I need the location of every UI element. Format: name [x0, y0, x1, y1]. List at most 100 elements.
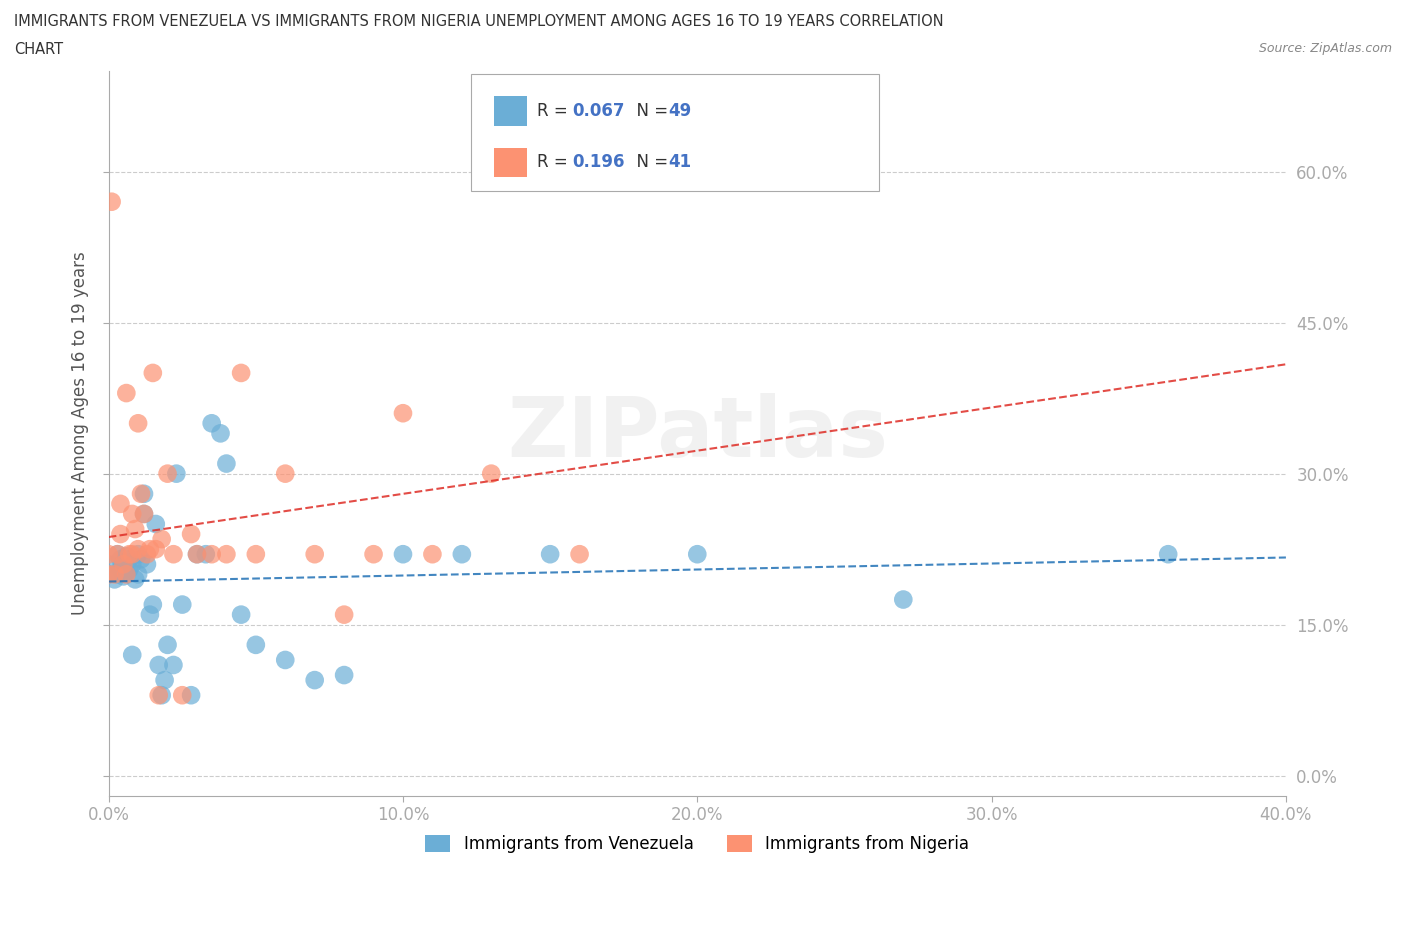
Point [100, 194, 122, 209]
Point [115, 567, 138, 582]
Point [112, 557, 135, 572]
Text: 41: 41 [668, 153, 690, 171]
Point [115, 386, 138, 401]
Point [304, 672, 326, 687]
Point [136, 547, 159, 562]
Point [112, 557, 135, 572]
Point [156, 466, 179, 481]
Point [127, 416, 149, 431]
Point [145, 542, 167, 557]
Point [180, 688, 202, 703]
Point [165, 466, 187, 481]
Point [229, 365, 252, 380]
Point [304, 547, 326, 562]
Text: ZIPatlas: ZIPatlas [506, 392, 887, 474]
Point [686, 547, 709, 562]
Text: Source: ZipAtlas.com: Source: ZipAtlas.com [1258, 42, 1392, 55]
Point [107, 547, 129, 562]
Point [142, 597, 165, 612]
Point [132, 507, 155, 522]
Point [97, 567, 120, 582]
Point [148, 688, 170, 703]
Point [132, 507, 155, 522]
Text: R =: R = [537, 102, 574, 120]
Point [127, 547, 149, 562]
Point [201, 547, 224, 562]
Point [538, 547, 561, 562]
Point [136, 557, 159, 572]
Point [103, 572, 125, 587]
Point [97, 557, 120, 572]
Point [124, 572, 146, 587]
Point [118, 547, 141, 562]
Point [121, 547, 143, 562]
Text: IMMIGRANTS FROM VENEZUELA VS IMMIGRANTS FROM NIGERIA UNEMPLOYMENT AMONG AGES 16 : IMMIGRANTS FROM VENEZUELA VS IMMIGRANTS … [14, 14, 943, 29]
Point [142, 365, 165, 380]
Point [139, 607, 162, 622]
Point [127, 567, 149, 582]
Point [132, 486, 155, 501]
Text: R =: R = [537, 153, 574, 171]
Text: N =: N = [626, 102, 673, 120]
Text: 0.067: 0.067 [572, 102, 624, 120]
Point [162, 658, 184, 672]
Point [333, 607, 356, 622]
Point [107, 547, 129, 562]
Point [97, 567, 120, 582]
Point [215, 456, 238, 471]
Point [145, 516, 167, 531]
Point [186, 547, 208, 562]
Point [103, 567, 125, 582]
Point [162, 547, 184, 562]
Point [156, 637, 179, 652]
Point [891, 592, 914, 607]
Point [568, 547, 591, 562]
Point [129, 551, 152, 566]
Point [115, 549, 138, 564]
Y-axis label: Unemployment Among Ages 16 to 19 years: Unemployment Among Ages 16 to 19 years [72, 251, 89, 616]
Point [274, 466, 297, 481]
Point [124, 522, 146, 537]
Point [110, 562, 132, 577]
Point [479, 466, 502, 481]
Point [115, 565, 138, 579]
Point [392, 547, 415, 562]
Point [186, 547, 208, 562]
Point [121, 507, 143, 522]
Point [1157, 547, 1180, 562]
Legend: Immigrants from Venezuela, Immigrants from Nigeria: Immigrants from Venezuela, Immigrants fr… [419, 829, 976, 860]
Point [245, 547, 267, 562]
Point [333, 668, 356, 683]
Point [121, 557, 143, 572]
Point [107, 567, 129, 582]
Point [363, 547, 385, 562]
Point [194, 547, 217, 562]
Point [110, 497, 132, 512]
Point [450, 547, 472, 562]
Text: 49: 49 [668, 102, 692, 120]
Point [180, 526, 202, 541]
Point [97, 547, 120, 562]
Text: N =: N = [626, 153, 673, 171]
Point [148, 658, 170, 672]
Point [121, 647, 143, 662]
Point [150, 688, 173, 703]
Point [201, 416, 224, 431]
Point [245, 637, 267, 652]
Point [118, 551, 141, 566]
Point [127, 542, 149, 557]
Point [172, 597, 194, 612]
Point [153, 672, 176, 687]
Point [229, 607, 252, 622]
Point [172, 688, 194, 703]
Text: 0.196: 0.196 [572, 153, 624, 171]
Point [274, 653, 297, 668]
Point [110, 526, 132, 541]
Point [209, 426, 232, 441]
Point [129, 486, 152, 501]
Text: CHART: CHART [14, 42, 63, 57]
Point [215, 547, 238, 562]
Point [392, 405, 415, 420]
Point [422, 547, 444, 562]
Point [110, 551, 132, 566]
